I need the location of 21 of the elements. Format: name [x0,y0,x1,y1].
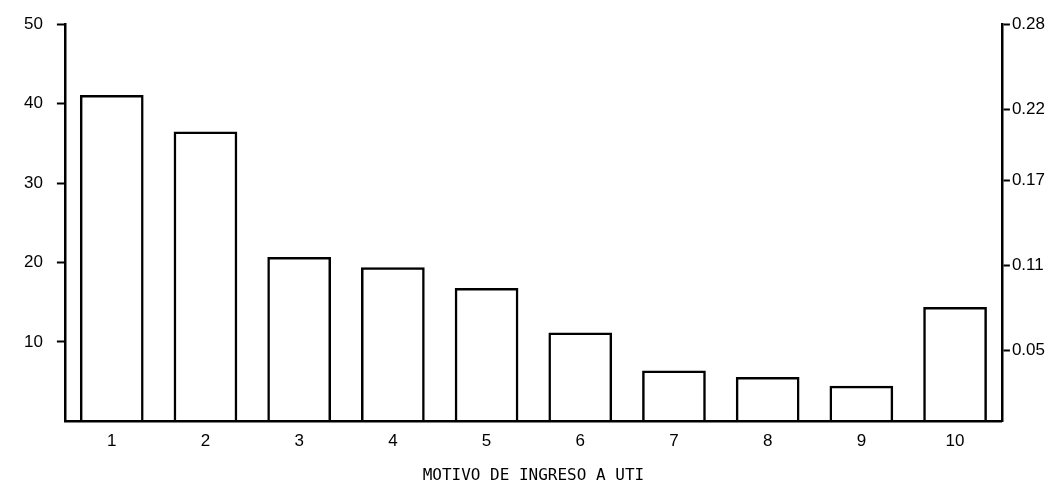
x-tick-label: 8 [762,431,773,451]
y-tick-label: 50 [23,13,43,33]
x-tick-label: 10 [945,431,965,451]
x-tick-label: 6 [575,431,585,451]
y2-tick-label: 0.11 [1011,255,1044,275]
x-axis-title: MOTIVO DE INGRESO A UTI [422,464,645,484]
x-tick-label: 4 [388,431,398,451]
y-tick-label: 20 [23,252,43,272]
y-tick-label: 30 [23,172,43,192]
y2-tick-label: 0.05 [1011,340,1046,360]
x-tick-label: 5 [481,431,492,451]
x-tick-label: 7 [669,431,679,451]
x-tick-label: 3 [294,431,304,451]
y-tick-label: 40 [23,93,43,113]
y2-tick-label: 0.28 [1011,13,1046,33]
x-tick-label: 2 [200,431,211,451]
y-tick-label: 10 [23,331,43,351]
y2-tick-label: 0.17 [1011,169,1046,189]
x-tick-label: 9 [856,431,867,451]
x-tick-label: 1 [107,431,117,451]
y2-tick-label: 0.22 [1011,99,1046,118]
